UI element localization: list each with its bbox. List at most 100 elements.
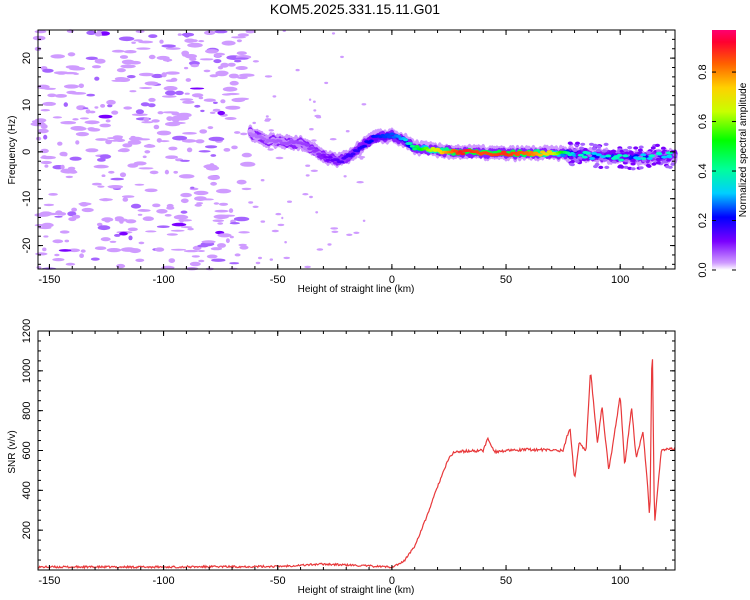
noise-speckle xyxy=(275,212,282,216)
noise-speckle xyxy=(284,241,287,244)
colorbar-tick-label: 0.4 xyxy=(697,163,709,178)
noise-speckle xyxy=(114,77,128,81)
noise-speckle xyxy=(329,138,337,141)
noise-speckle xyxy=(200,109,205,113)
noise-speckle xyxy=(212,219,225,222)
noise-speckle xyxy=(144,81,159,86)
spectrogram-ridge-cell xyxy=(514,153,521,157)
spectrogram-ridge-cell xyxy=(655,151,662,155)
noise-speckle xyxy=(42,101,56,106)
spectrogram-ridge-cell xyxy=(579,146,584,150)
colorbar-tick-label: 0.6 xyxy=(697,114,709,129)
noise-speckle xyxy=(190,186,195,189)
noise-speckle xyxy=(79,253,84,258)
spectrogram-ridge-cell xyxy=(453,149,459,153)
noise-speckle xyxy=(119,231,128,236)
noise-speckle xyxy=(64,239,70,243)
noise-speckle xyxy=(52,116,63,119)
noise-speckle xyxy=(180,198,189,204)
spectrogram-ridge-cell xyxy=(609,150,615,154)
noise-speckle xyxy=(234,57,249,60)
noise-speckle xyxy=(241,187,252,191)
noise-speckle xyxy=(148,34,158,38)
spectrogram-ridge-cell xyxy=(630,158,636,162)
noise-speckle xyxy=(144,150,151,154)
noise-speckle xyxy=(153,124,160,130)
noise-speckle xyxy=(213,53,222,58)
noise-speckle xyxy=(86,30,97,35)
noise-speckle xyxy=(175,90,184,96)
spectrogram-ridge-cell xyxy=(577,156,583,160)
noise-speckle xyxy=(135,109,144,115)
noise-speckle xyxy=(308,98,312,101)
noise-speckle xyxy=(67,52,76,57)
noise-speckle xyxy=(36,266,42,269)
noise-speckle xyxy=(114,218,128,222)
noise-speckle xyxy=(170,77,178,82)
spectrogram-ridge-cell xyxy=(580,142,586,146)
spectrogram-y-ticks: -20 -10 0 10 20 xyxy=(21,29,675,265)
spectrogram-x-tick-label: 0 xyxy=(389,274,395,286)
noise-speckle xyxy=(156,209,168,214)
noise-speckle xyxy=(194,203,202,207)
noise-speckle xyxy=(189,261,201,267)
spectrogram-ridge-cell xyxy=(596,145,602,149)
noise-speckle xyxy=(95,138,108,141)
spectrogram-y-tick-label: -10 xyxy=(21,191,33,207)
spectrogram-ridge-cell xyxy=(387,135,393,139)
noise-speckle xyxy=(193,190,209,196)
noise-speckle xyxy=(229,222,240,225)
noise-speckle xyxy=(94,106,99,109)
noise-speckle xyxy=(229,262,240,265)
spectrogram-ridge-cell xyxy=(602,158,608,162)
noise-speckle xyxy=(305,174,310,177)
spectrogram-ridge-cell xyxy=(252,133,258,137)
noise-speckle xyxy=(240,132,248,136)
spectrogram-ridge-cell xyxy=(373,136,379,142)
noise-speckle xyxy=(217,65,224,70)
noise-speckle xyxy=(122,143,133,148)
noise-speckle xyxy=(161,72,167,78)
noise-speckle xyxy=(165,47,181,50)
noise-speckle xyxy=(134,183,145,186)
noise-speckle xyxy=(154,247,165,252)
noise-speckle xyxy=(309,128,314,131)
noise-speckle xyxy=(156,138,162,143)
spectrogram-ridge-cell xyxy=(261,137,267,141)
noise-speckle xyxy=(131,113,148,116)
spectrogram-ridge-cell xyxy=(591,151,598,155)
spectrogram-ridge-cell xyxy=(611,156,617,160)
noise-speckle xyxy=(152,203,161,208)
spectrogram-x-tick-label: 50 xyxy=(500,274,512,286)
noise-speckle xyxy=(248,201,254,204)
colorbar-gradient xyxy=(712,30,736,270)
noise-speckle xyxy=(203,69,211,73)
noise-speckle xyxy=(234,131,241,134)
spectrogram-y-tick-label: 0 xyxy=(21,149,33,155)
noise-speckle xyxy=(157,111,164,115)
noise-speckle xyxy=(185,78,191,82)
noise-speckle xyxy=(212,108,221,112)
noise-speckle xyxy=(268,129,274,132)
noise-speckle xyxy=(304,265,311,269)
noise-speckle xyxy=(361,103,367,106)
noise-speckle xyxy=(258,256,262,260)
noise-speckle xyxy=(119,55,129,59)
noise-speckle xyxy=(118,36,135,42)
snr-y-tick-label: 1200 xyxy=(21,319,33,343)
noise-speckle xyxy=(97,185,105,188)
noise-speckle xyxy=(223,148,231,152)
noise-speckle xyxy=(234,59,242,63)
noise-speckle xyxy=(32,35,46,41)
noise-speckle xyxy=(148,54,156,60)
spectrogram-ridge-cell xyxy=(624,151,630,155)
noise-speckle xyxy=(214,209,229,213)
noise-speckle xyxy=(138,241,145,245)
spectrogram-ridge-cell xyxy=(649,154,655,158)
noise-speckle xyxy=(117,149,123,152)
noise-speckle xyxy=(100,237,111,242)
noise-speckle xyxy=(313,100,316,103)
noise-speckle xyxy=(209,74,219,78)
spectrogram-ridge-cell xyxy=(665,165,671,169)
noise-speckle xyxy=(194,104,201,108)
